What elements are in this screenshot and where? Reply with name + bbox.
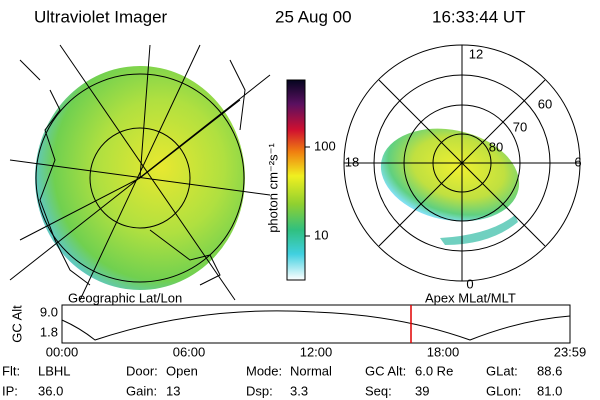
field-value: 36.0 [38,383,63,398]
polar-plot [343,44,581,282]
color-bar-tick: 10 [314,227,328,242]
color-bar-tick: 100 [314,138,336,153]
field-value: 6.0 Re [415,363,453,378]
field-label: IP: [2,383,18,398]
altitude-frame [61,304,571,344]
altitude-y-tick: 1.8 [40,324,58,339]
field-value: 39 [415,383,429,398]
altitude-x-tick: 00:00 [46,344,79,359]
polar-label: 0 [466,276,473,291]
field-value: Open [166,363,198,378]
polar-label: 70 [513,119,527,134]
instrument: Ultraviolet Imager [34,7,168,26]
color-bar-ticks [305,146,310,237]
map-label: Apex MLat/MLT [425,290,516,305]
field-label: Flt: [2,363,20,378]
altitude-x-tick: 06:00 [173,344,206,359]
time: 16:33:44 UT [432,7,526,26]
altitude-x-tick: 18:00 [427,344,460,359]
polar-label: 6 [574,154,581,169]
altitude-x-tick: 12:00 [300,344,333,359]
field-label: Dsp: [246,383,273,398]
altitude-y-label: GC Alt [9,305,24,343]
field-value: 3.3 [290,383,308,398]
field-value: 88.6 [537,363,562,378]
field-label: Door: [126,363,158,378]
map-label: Geographic Lat/Lon [68,290,182,305]
field-value: 13 [166,383,180,398]
geographic-image [9,44,271,301]
field-label: GLon: [486,383,521,398]
field-label: Gain: [126,383,157,398]
altitude-y-tick: 9.0 [40,304,58,319]
field-label: Seq: [365,383,392,398]
polar-label: 12 [469,46,483,61]
color-bar [286,79,306,281]
altitude-x-tick: 23:59 [554,344,587,359]
field-value: LBHL [38,363,71,378]
date: 25 Aug 00 [275,7,352,26]
altitude-curve [61,310,571,341]
color-bar-label: photon cm⁻²s⁻¹ [265,143,280,233]
field-value: Normal [290,363,332,378]
polar-label: 60 [538,96,552,111]
field-value: 81.0 [537,383,562,398]
field-label: GC Alt: [365,363,406,378]
field-label: GLat: [486,363,518,378]
polar-label: 80 [489,139,503,154]
polar-label: 18 [345,154,359,169]
field-label: Mode: [246,363,282,378]
